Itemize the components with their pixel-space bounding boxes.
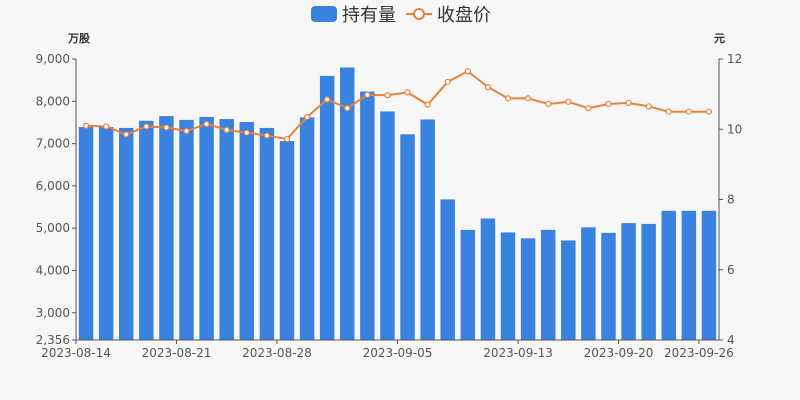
price-point-2023-08-31: [344, 105, 351, 112]
price-point-2023-08-23: [223, 126, 230, 134]
bar-2023-09-25: [681, 210, 697, 340]
left-tick-label: 4,000: [36, 263, 70, 277]
left-tick-label: 7,000: [36, 137, 70, 151]
price-point-2023-09-06: [424, 101, 431, 108]
bar-2023-08-22: [199, 116, 214, 340]
price-point-2023-09-12: [504, 95, 512, 102]
x-tick-label: 2023-09-26: [664, 346, 734, 360]
price-point-2023-09-01: [364, 91, 371, 98]
bar-2023-09-01: [360, 91, 375, 340]
left-tick-label: 8,000: [36, 94, 70, 108]
price-point-2023-09-07: [444, 78, 451, 85]
price-point-2023-08-16: [123, 131, 130, 138]
x-tick-label: 2023-08-28: [242, 346, 312, 360]
bar-2023-09-18: [581, 227, 596, 340]
bar-2023-09-19: [601, 232, 616, 340]
bar-2023-08-17: [139, 120, 154, 340]
x-tick-label: 2023-09-13: [483, 346, 553, 360]
legend-line-marker: [413, 8, 425, 20]
bar-2023-08-21: [179, 119, 194, 340]
bar-2023-08-18: [159, 116, 174, 341]
bar-2023-08-28: [279, 141, 295, 340]
bar-2023-09-12: [500, 232, 516, 340]
left-tick-label: 6,000: [36, 179, 70, 193]
price-point-2023-08-18: [163, 124, 170, 131]
x-tick-label: 2023-09-20: [584, 346, 654, 360]
price-point-2023-08-24: [243, 129, 250, 136]
price-point-2023-08-14: [82, 122, 90, 129]
bars: [78, 67, 717, 341]
left-axis-unit: 万股: [67, 32, 91, 45]
bar-2023-09-20: [621, 223, 636, 340]
bar-2023-09-21: [641, 223, 656, 340]
bar-2023-09-11: [480, 218, 496, 340]
bar-2023-08-30: [319, 75, 335, 341]
bar-2023-08-15: [98, 127, 114, 340]
price-line: [82, 68, 713, 143]
price-point-2023-08-25: [263, 132, 270, 139]
price-point-2023-08-17: [143, 123, 150, 130]
price-point-2023-09-04: [384, 92, 391, 99]
bar-2023-09-08: [460, 229, 476, 340]
bar-2023-09-26: [701, 210, 717, 340]
price-point-2023-09-11: [484, 83, 492, 91]
bar-2023-09-13: [520, 238, 536, 340]
right-tick-label: 12: [727, 52, 742, 66]
left-tick-label: 3,000: [36, 306, 70, 320]
price-point-2023-09-26: [705, 108, 713, 115]
bar-2023-09-07: [440, 199, 455, 340]
price-point-2023-08-15: [103, 123, 110, 130]
bar-2023-08-29: [299, 117, 315, 340]
bar-2023-08-23: [219, 119, 234, 341]
x-tick-label: 2023-08-21: [142, 346, 212, 360]
bar-2023-09-04: [380, 111, 395, 341]
legend-bar-swatch: [311, 6, 337, 22]
price-point-2023-09-13: [525, 95, 532, 102]
bar-2023-09-22: [661, 210, 676, 340]
price-point-2023-09-14: [545, 100, 552, 108]
legend-line-label: 收盘价: [437, 5, 491, 26]
bar-2023-08-31: [340, 67, 355, 340]
bar-2023-09-14: [540, 229, 556, 340]
price-point-2023-08-22: [203, 120, 210, 128]
price-point-2023-08-28: [283, 135, 291, 143]
price-point-2023-08-21: [183, 127, 190, 135]
price-point-2023-08-30: [324, 96, 331, 103]
price-point-2023-09-21: [645, 103, 652, 110]
price-point-2023-09-18: [585, 105, 592, 112]
legend[interactable]: 持有量 收盘价: [311, 5, 491, 26]
right-tick-label: 10: [727, 122, 742, 136]
right-tick-label: 6: [727, 263, 735, 277]
price-point-2023-09-15: [565, 98, 572, 105]
bar-2023-09-06: [420, 119, 435, 340]
price-point-2023-09-22: [665, 108, 672, 115]
left-tick-label: 9,000: [36, 52, 70, 66]
right-tick-label: 8: [727, 193, 735, 207]
price-point-2023-08-29: [303, 113, 311, 121]
price-point-2023-09-20: [625, 99, 632, 107]
left-tick-label: 5,000: [36, 221, 70, 235]
price-point-2023-09-25: [685, 108, 692, 115]
price-polyline: [86, 70, 709, 141]
bar-2023-08-25: [259, 127, 275, 340]
bar-2023-09-15: [561, 240, 576, 340]
price-point-2023-09-05: [404, 89, 411, 96]
axes: 9,000 8,000 7,000 6,000 5,000 4,000 3,000 2,356…: [36, 52, 743, 360]
bar-2023-08-14: [78, 127, 94, 340]
bar-2023-08-24: [239, 122, 255, 340]
left-tick-label: 2,356: [36, 333, 70, 347]
x-tick-label: 2023-08-14: [41, 346, 111, 360]
price-point-2023-09-08: [464, 68, 471, 75]
price-point-2023-09-19: [605, 100, 612, 108]
right-tick-label: 4: [727, 333, 735, 347]
right-axis-unit: 元: [714, 32, 725, 45]
bar-2023-08-16: [119, 127, 134, 340]
bar-2023-09-05: [400, 134, 415, 340]
legend-bar-label: 持有量: [342, 5, 396, 26]
x-tick-label: 2023-09-05: [363, 346, 433, 360]
